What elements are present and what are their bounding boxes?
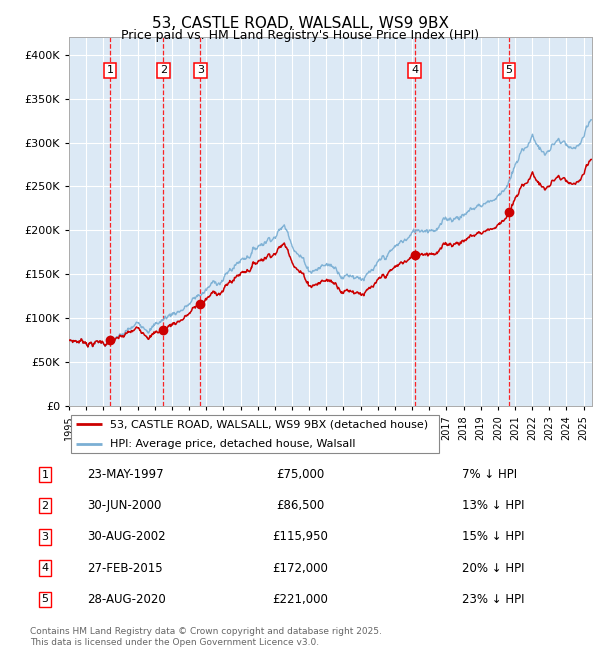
Text: 30-JUN-2000: 30-JUN-2000 (87, 499, 161, 512)
Text: £86,500: £86,500 (276, 499, 324, 512)
Text: 3: 3 (41, 532, 49, 542)
Text: 23% ↓ HPI: 23% ↓ HPI (462, 593, 524, 606)
Text: 4: 4 (41, 563, 49, 573)
Text: 28-AUG-2020: 28-AUG-2020 (87, 593, 166, 606)
Text: £115,950: £115,950 (272, 530, 328, 543)
Text: 2: 2 (160, 65, 167, 75)
Text: 7% ↓ HPI: 7% ↓ HPI (462, 468, 517, 481)
Text: 53, CASTLE ROAD, WALSALL, WS9 9BX (detached house): 53, CASTLE ROAD, WALSALL, WS9 9BX (detac… (110, 419, 428, 429)
Text: HPI: Average price, detached house, Walsall: HPI: Average price, detached house, Wals… (110, 439, 355, 448)
Text: £221,000: £221,000 (272, 593, 328, 606)
Text: 23-MAY-1997: 23-MAY-1997 (87, 468, 164, 481)
Text: 1: 1 (41, 469, 49, 480)
Text: 3: 3 (197, 65, 204, 75)
Text: £75,000: £75,000 (276, 468, 324, 481)
Text: Contains HM Land Registry data © Crown copyright and database right 2025.
This d: Contains HM Land Registry data © Crown c… (30, 627, 382, 647)
Text: 5: 5 (41, 594, 49, 604)
Text: 27-FEB-2015: 27-FEB-2015 (87, 562, 163, 575)
Text: 1: 1 (106, 65, 113, 75)
Text: 2: 2 (41, 500, 49, 511)
Text: 20% ↓ HPI: 20% ↓ HPI (462, 562, 524, 575)
Text: 53, CASTLE ROAD, WALSALL, WS9 9BX: 53, CASTLE ROAD, WALSALL, WS9 9BX (151, 16, 449, 31)
Text: 13% ↓ HPI: 13% ↓ HPI (462, 499, 524, 512)
Text: 30-AUG-2002: 30-AUG-2002 (87, 530, 166, 543)
Text: Price paid vs. HM Land Registry's House Price Index (HPI): Price paid vs. HM Land Registry's House … (121, 29, 479, 42)
Text: £172,000: £172,000 (272, 562, 328, 575)
Text: 15% ↓ HPI: 15% ↓ HPI (462, 530, 524, 543)
Text: 4: 4 (411, 65, 418, 75)
FancyBboxPatch shape (71, 415, 439, 453)
Text: 5: 5 (506, 65, 512, 75)
